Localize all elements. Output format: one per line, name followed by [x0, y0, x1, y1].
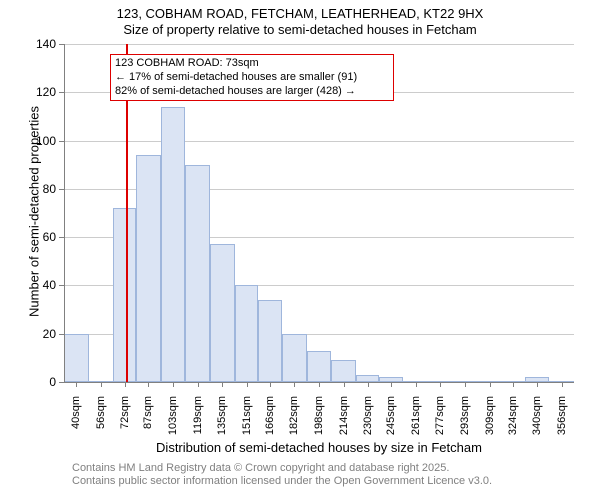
y-tick-label: 20 — [28, 327, 56, 341]
y-axis-line — [64, 44, 65, 382]
x-tick-label: 261sqm — [410, 396, 422, 446]
histogram-bar — [282, 334, 307, 382]
x-tick-mark — [173, 382, 174, 387]
histogram-bar — [136, 155, 161, 382]
x-tick-mark — [465, 382, 466, 387]
grid-line — [64, 141, 574, 142]
x-tick-mark — [198, 382, 199, 387]
histogram-bar — [64, 334, 89, 382]
x-tick-label: 356sqm — [556, 396, 568, 446]
footer-attribution: Contains HM Land Registry data © Crown c… — [72, 462, 492, 488]
x-tick-mark — [440, 382, 441, 387]
x-tick-mark — [294, 382, 295, 387]
x-tick-label: 166sqm — [264, 396, 276, 446]
x-tick-label: 72sqm — [119, 396, 131, 446]
x-tick-label: 214sqm — [338, 396, 350, 446]
x-tick-label: 135sqm — [216, 396, 228, 446]
footer-line-1: Contains HM Land Registry data © Crown c… — [72, 462, 492, 475]
annotation-box: 123 COBHAM ROAD: 73sqm ← 17% of semi-det… — [110, 54, 394, 101]
x-tick-label: 245sqm — [385, 396, 397, 446]
x-tick-mark — [344, 382, 345, 387]
histogram-bar — [113, 208, 136, 382]
x-tick-label: 198sqm — [313, 396, 325, 446]
y-tick-label: 0 — [28, 375, 56, 389]
x-tick-mark — [125, 382, 126, 387]
x-tick-label: 230sqm — [362, 396, 374, 446]
histogram-bar — [235, 285, 258, 382]
x-tick-label: 119sqm — [192, 396, 204, 446]
y-tick-label: 140 — [28, 37, 56, 51]
x-tick-mark — [490, 382, 491, 387]
annotation-line-2: ← 17% of semi-detached houses are smalle… — [115, 71, 389, 85]
y-tick-label: 100 — [28, 134, 56, 148]
x-tick-label: 103sqm — [167, 396, 179, 446]
x-tick-mark — [148, 382, 149, 387]
x-tick-label: 87sqm — [142, 396, 154, 446]
y-tick-label: 60 — [28, 230, 56, 244]
x-tick-mark — [513, 382, 514, 387]
x-tick-mark — [562, 382, 563, 387]
histogram-bar — [210, 244, 235, 382]
x-tick-label: 277sqm — [434, 396, 446, 446]
x-tick-label: 182sqm — [288, 396, 300, 446]
x-tick-mark — [101, 382, 102, 387]
y-axis-label: Number of semi-detached properties — [27, 92, 42, 332]
x-tick-mark — [247, 382, 248, 387]
x-tick-label: 324sqm — [507, 396, 519, 446]
x-tick-mark — [319, 382, 320, 387]
title-line-2: Size of property relative to semi-detach… — [0, 22, 600, 38]
x-tick-label: 309sqm — [484, 396, 496, 446]
x-tick-label: 151sqm — [241, 396, 253, 446]
x-tick-label: 293sqm — [459, 396, 471, 446]
x-tick-mark — [222, 382, 223, 387]
x-tick-mark — [537, 382, 538, 387]
title-line-1: 123, COBHAM ROAD, FETCHAM, LEATHERHEAD, … — [0, 6, 600, 22]
histogram-bar — [185, 165, 210, 382]
chart-title: 123, COBHAM ROAD, FETCHAM, LEATHERHEAD, … — [0, 6, 600, 37]
histogram-bar — [356, 375, 379, 382]
x-tick-label: 340sqm — [531, 396, 543, 446]
grid-line — [64, 44, 574, 45]
annotation-line-3: 82% of semi-detached houses are larger (… — [115, 85, 389, 99]
y-tick-label: 120 — [28, 85, 56, 99]
x-tick-mark — [270, 382, 271, 387]
x-tick-mark — [391, 382, 392, 387]
chart-container: 123, COBHAM ROAD, FETCHAM, LEATHERHEAD, … — [0, 0, 600, 500]
histogram-bar — [307, 351, 332, 382]
x-tick-mark — [416, 382, 417, 387]
y-tick-label: 40 — [28, 278, 56, 292]
histogram-bar — [161, 107, 186, 382]
histogram-bar — [258, 300, 283, 382]
footer-line-2: Contains public sector information licen… — [72, 475, 492, 488]
x-tick-mark — [76, 382, 77, 387]
annotation-line-1: 123 COBHAM ROAD: 73sqm — [115, 57, 389, 71]
histogram-bar — [331, 360, 356, 382]
y-tick-label: 80 — [28, 182, 56, 196]
x-tick-label: 40sqm — [70, 396, 82, 446]
x-tick-label: 56sqm — [95, 396, 107, 446]
x-tick-mark — [368, 382, 369, 387]
